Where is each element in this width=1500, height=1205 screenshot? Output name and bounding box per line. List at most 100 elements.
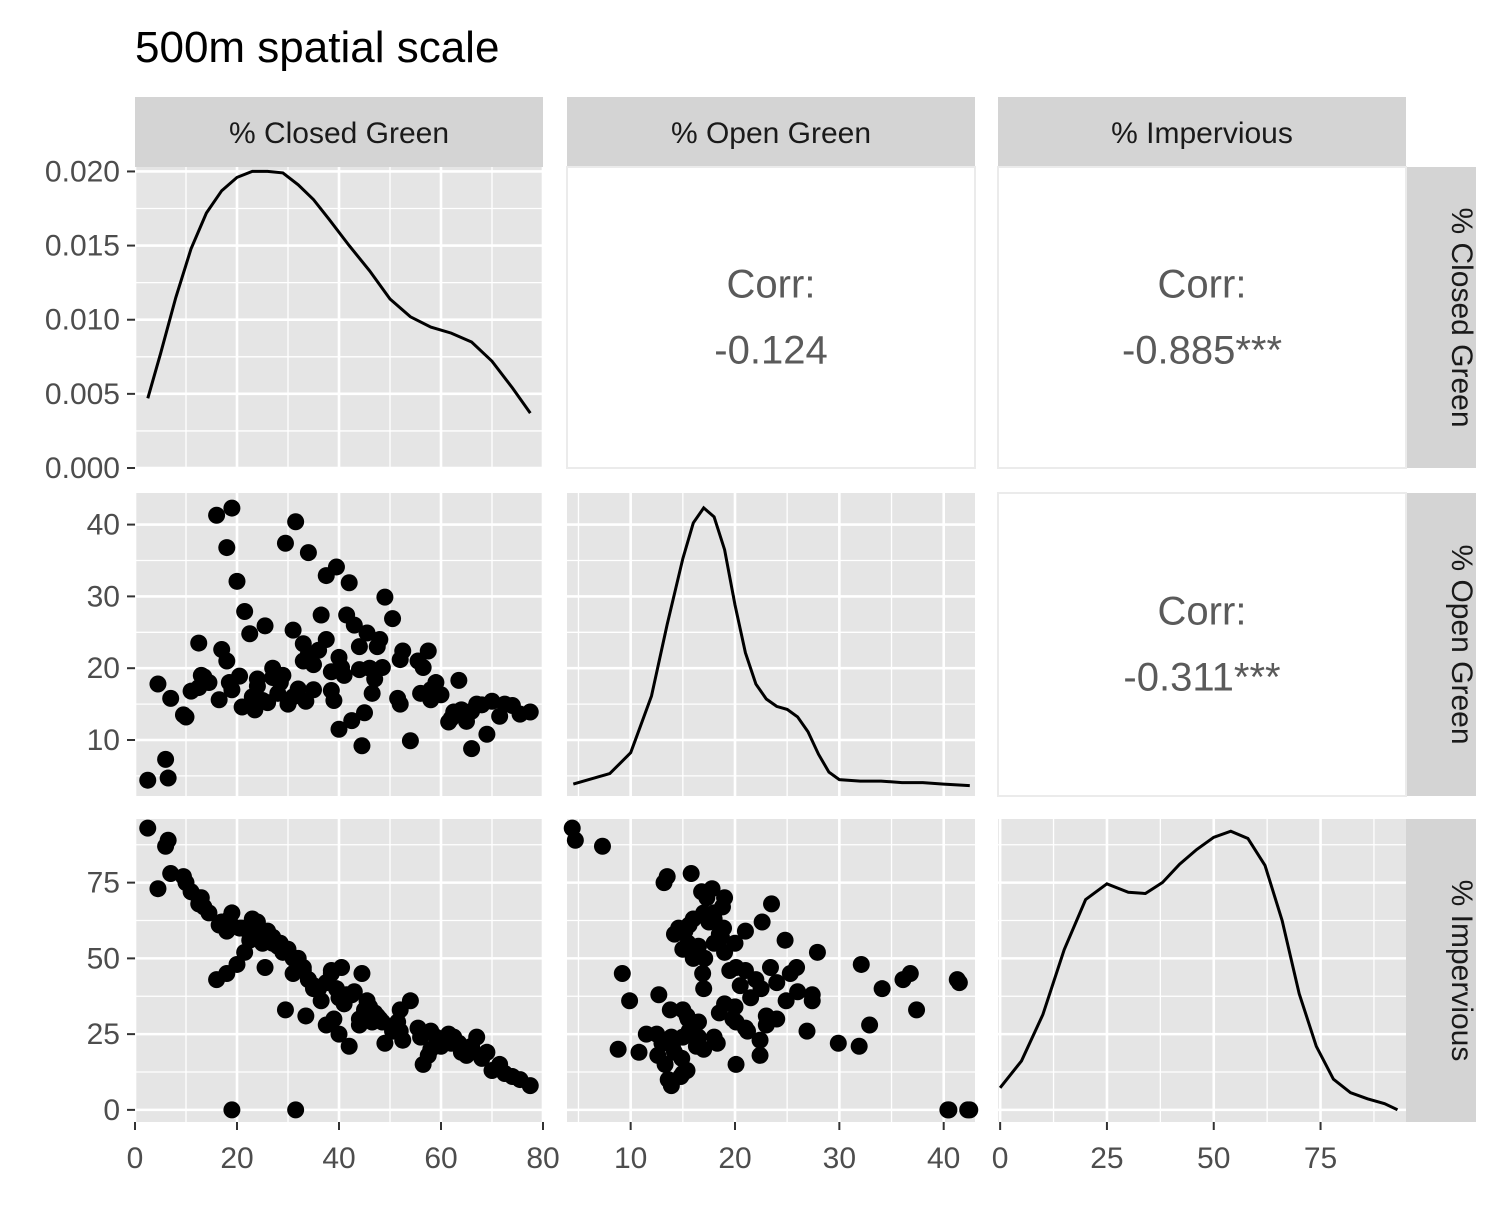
- data-point: [662, 1077, 680, 1095]
- data-point: [149, 675, 167, 693]
- data-point: [177, 708, 195, 726]
- data-point: [710, 925, 728, 943]
- data-point: [450, 671, 468, 689]
- column-strip-label: % Closed Green: [229, 117, 449, 150]
- data-point: [736, 922, 754, 940]
- data-point: [566, 831, 584, 849]
- data-point: [850, 1037, 868, 1055]
- data-point: [284, 688, 302, 706]
- data-point: [162, 865, 180, 883]
- data-point: [803, 986, 821, 1004]
- x-tick-label: 20: [220, 1142, 253, 1175]
- data-point: [284, 949, 302, 967]
- data-point: [228, 955, 246, 973]
- y-tick-label: 0.020: [45, 155, 120, 188]
- data-point: [345, 983, 363, 1001]
- data-point: [297, 1007, 315, 1025]
- data-point: [299, 544, 317, 562]
- y-tick-label: 75: [87, 867, 120, 900]
- corr-value: -0.124: [714, 329, 827, 373]
- data-point: [798, 1022, 816, 1040]
- data-point: [661, 1001, 679, 1019]
- y-tick-label: 0.005: [45, 378, 120, 411]
- data-point: [789, 983, 807, 1001]
- data-point: [742, 989, 760, 1007]
- data-point: [162, 689, 180, 707]
- column-strip-label: % Open Green: [671, 117, 871, 150]
- data-point: [361, 659, 379, 677]
- data-point: [694, 965, 712, 983]
- corr-label: Corr:: [1158, 590, 1247, 634]
- data-point: [613, 965, 631, 983]
- data-point: [731, 977, 749, 995]
- data-point: [689, 1028, 707, 1046]
- data-point: [228, 572, 246, 590]
- y-tick-label: 0.000: [45, 452, 120, 485]
- x-tick-label: 60: [424, 1142, 457, 1175]
- data-point: [940, 1101, 958, 1119]
- row-strip-label: % Impervious: [1445, 880, 1478, 1062]
- data-point: [330, 720, 348, 738]
- data-point: [412, 1028, 430, 1046]
- data-point: [394, 1031, 412, 1049]
- data-point: [753, 913, 771, 931]
- data-point: [243, 910, 261, 928]
- corr-value: -0.311***: [1123, 656, 1280, 700]
- data-point: [327, 558, 345, 576]
- corr-label: Corr:: [1158, 263, 1247, 307]
- data-point: [768, 974, 786, 992]
- data-point: [442, 709, 460, 727]
- y-tick-label: 0.010: [45, 304, 120, 337]
- data-point: [808, 943, 826, 961]
- data-point: [218, 652, 236, 670]
- x-tick-label: 20: [718, 1142, 751, 1175]
- corr-panel: [566, 166, 976, 469]
- row-strip: [1406, 167, 1476, 468]
- data-point: [521, 1077, 539, 1095]
- data-point: [422, 1040, 440, 1058]
- data-point: [684, 910, 702, 928]
- data-point: [264, 934, 282, 952]
- data-point: [325, 1010, 343, 1028]
- data-point: [621, 992, 639, 1010]
- x-tick-label: 80: [526, 1142, 559, 1175]
- x-tick-label: 40: [322, 1142, 355, 1175]
- y-tick-label: 50: [87, 942, 120, 975]
- data-point: [371, 1010, 389, 1028]
- data-point: [682, 865, 700, 883]
- data-point: [751, 1046, 769, 1064]
- data-point: [208, 506, 226, 524]
- row-strip: [1406, 493, 1476, 796]
- data-point: [139, 771, 157, 789]
- y-tick-label: 0.015: [45, 230, 120, 263]
- data-point: [287, 513, 305, 531]
- data-point: [463, 702, 481, 720]
- data-point: [330, 648, 348, 666]
- data-point: [463, 740, 481, 758]
- density-curve: [146, 169, 532, 414]
- data-point: [340, 1037, 358, 1055]
- data-point: [656, 1055, 674, 1073]
- data-point: [322, 962, 340, 979]
- chart-title: 500m spatial scale: [135, 23, 499, 72]
- data-point: [698, 889, 716, 907]
- y-tick-label: 10: [87, 724, 120, 757]
- data-point: [726, 934, 744, 952]
- data-point: [325, 692, 343, 710]
- data-point: [218, 539, 236, 557]
- data-point: [609, 1040, 627, 1058]
- data-point: [776, 931, 794, 949]
- data-point: [345, 616, 363, 634]
- data-point: [630, 1043, 648, 1061]
- data-point: [961, 1101, 979, 1119]
- column-strip: [135, 97, 543, 167]
- data-point: [751, 1031, 769, 1049]
- y-tick-label: 20: [87, 652, 120, 685]
- data-point: [248, 670, 266, 688]
- data-point: [376, 588, 394, 606]
- column-strip: [998, 97, 1406, 167]
- data-point: [159, 769, 177, 787]
- data-point: [873, 980, 891, 998]
- data-point: [312, 606, 330, 624]
- x-tick-label: 50: [1197, 1142, 1230, 1175]
